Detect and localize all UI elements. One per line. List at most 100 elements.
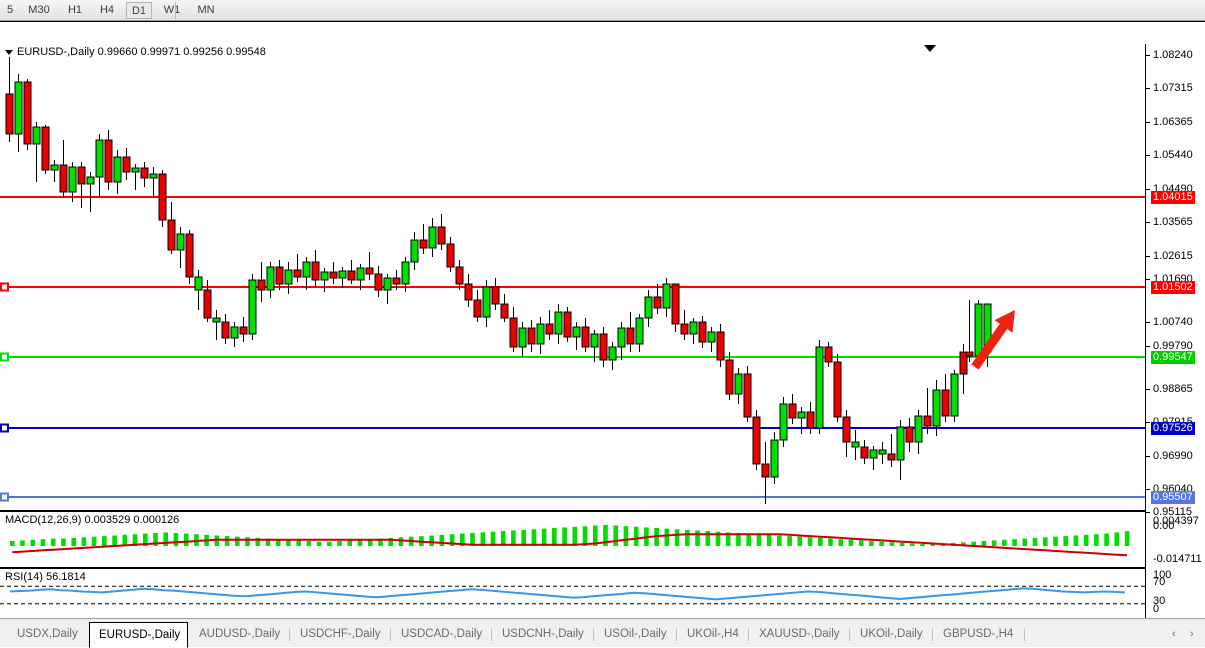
tab-divider: [593, 628, 594, 641]
chart-tab-usdcnh-daily[interactable]: USDCNH-,Daily: [502, 628, 584, 640]
candle-body: [653, 296, 662, 309]
chart-tab-usdx-daily[interactable]: USDX,Daily: [17, 628, 78, 640]
candle-body: [113, 156, 122, 183]
candle-body: [635, 317, 644, 345]
chart-tab-audusd-daily[interactable]: AUDUSD-,Daily: [199, 628, 281, 640]
price-tick: [1146, 346, 1150, 347]
price-tick: [1146, 489, 1150, 490]
candle-body: [32, 126, 41, 145]
candle-body: [446, 243, 455, 268]
price-level-handle[interactable]: [0, 282, 9, 292]
collapse-triangle-icon[interactable]: [5, 49, 13, 55]
chart-tab-bar: USDX,Daily EURUSD-,Daily AUDUSD-,Daily USDC…: [0, 618, 1205, 648]
candle-body: [950, 373, 959, 417]
candle-body: [734, 373, 743, 395]
macd-axis-label: 0.004397: [1153, 515, 1199, 527]
price-axis[interactable]: 1.08240 1.07315 1.06365 1.05440 1.04490 1.035…: [1146, 44, 1205, 619]
price-tick: [1146, 389, 1150, 390]
candle-body: [965, 351, 974, 357]
price-level-label[interactable]: 0.97526: [1151, 422, 1195, 435]
candle-body: [68, 166, 77, 193]
rsi-pane[interactable]: RSI(14) 56.1814: [0, 568, 1146, 619]
timeframe-h1-button[interactable]: H1: [67, 4, 83, 16]
candle-body: [887, 453, 896, 461]
price-level-handle[interactable]: [0, 352, 9, 362]
price-tick: [1146, 512, 1150, 513]
price-level-label[interactable]: 0.99547: [1151, 351, 1195, 364]
chart-tab-usoil-daily[interactable]: USOil-,Daily: [604, 628, 667, 640]
candle-body: [941, 389, 950, 417]
price-tick: [1146, 55, 1150, 56]
candle-body: [878, 449, 887, 455]
candle-body: [95, 139, 104, 178]
price-tick: [1146, 322, 1150, 323]
candle-body: [869, 449, 878, 459]
chart-tab-xauusd-daily[interactable]: XAUUSD-,Daily: [759, 628, 840, 640]
price-pane-legend: EURUSD-,Daily 0.99660 0.99971 0.99256 0.…: [5, 46, 266, 58]
timeframe-5-button[interactable]: 5: [6, 4, 14, 16]
candle-body: [923, 415, 932, 427]
timeframe-m30-button[interactable]: M30: [28, 4, 50, 16]
chart-tab-ukoil-daily[interactable]: UKOil-,Daily: [860, 628, 923, 640]
candle-body: [158, 173, 167, 221]
candle-body: [149, 173, 158, 179]
price-level-handle[interactable]: [0, 423, 9, 433]
timeframe-mn-button[interactable]: MN: [197, 4, 215, 16]
tab-divider: [849, 628, 850, 641]
candle-body: [572, 326, 581, 338]
timeframe-h4-button[interactable]: H4: [99, 4, 115, 16]
chart-tab-gbpusd-h4[interactable]: GBPUSD-,H4: [943, 628, 1014, 640]
candle-body: [167, 219, 176, 251]
candle-body: [392, 277, 401, 285]
candle-body: [509, 317, 518, 348]
price-tick: [1146, 422, 1150, 423]
tab-scroll-right-icon[interactable]: ›: [1190, 628, 1194, 640]
arrow-annotation[interactable]: [971, 310, 1015, 370]
macd-pane[interactable]: MACD(12,26,9) 0.003529 0.000126: [0, 511, 1146, 568]
candle-body: [140, 167, 149, 179]
candle-body: [806, 411, 815, 429]
price-level-label[interactable]: 1.04015: [1151, 191, 1195, 204]
candle-body: [482, 286, 491, 318]
price-chart-pane[interactable]: EURUSD-,Daily 0.99660 0.99971 0.99256 0.…: [0, 44, 1146, 511]
timeframe-w1-button[interactable]: W1: [163, 4, 181, 16]
tab-divider: [390, 628, 391, 641]
candle-body: [536, 323, 545, 345]
candle-body: [14, 81, 23, 135]
candlestick-plot: [0, 57, 1145, 504]
chart-tab-usdchf-daily[interactable]: USDCHF-,Daily: [300, 628, 381, 640]
price-tick: [1146, 155, 1150, 156]
rsi-legend: RSI(14) 56.1814: [5, 571, 86, 583]
timeframe-d1-button[interactable]: D1: [126, 2, 152, 19]
candle-body: [905, 426, 914, 443]
price-level-handle[interactable]: [0, 492, 9, 502]
chart-position-marker-icon[interactable]: [924, 45, 936, 52]
candle-body: [428, 226, 437, 249]
price-level-label[interactable]: 0.95507: [1151, 491, 1195, 504]
candle-body: [932, 389, 941, 427]
candle-body: [311, 261, 320, 281]
candle-body: [338, 270, 347, 279]
candle-body: [974, 303, 983, 357]
macd-histogram: [10, 524, 1130, 546]
candle-body: [491, 286, 500, 305]
candle-body: [527, 327, 536, 345]
price-level-label[interactable]: 1.01502: [1151, 281, 1195, 294]
candle-body: [275, 266, 284, 285]
candle-body: [239, 326, 248, 335]
chart-tab-ukoil-h4[interactable]: UKOil-,H4: [687, 628, 739, 640]
price-tick-label: 1.02615: [1153, 250, 1193, 262]
candle-body: [797, 411, 806, 419]
chart-tab-usdcad-daily[interactable]: USDCAD-,Daily: [401, 628, 483, 640]
candle-body: [716, 331, 725, 361]
candle-body: [662, 283, 671, 309]
price-tick: [1146, 222, 1150, 223]
candle-body: [644, 296, 653, 319]
tab-scroll-left-icon[interactable]: ‹: [1172, 628, 1176, 640]
rsi-axis-label: 30: [1153, 595, 1166, 607]
chart-tab-eurusd-daily[interactable]: EURUSD-,Daily: [89, 622, 188, 648]
candle-body: [221, 321, 230, 339]
rsi-plot: [0, 585, 1145, 605]
candle-body: [914, 415, 923, 443]
symbol-ohlc-label: EURUSD-,Daily 0.99660 0.99971 0.99256 0.…: [17, 46, 266, 58]
